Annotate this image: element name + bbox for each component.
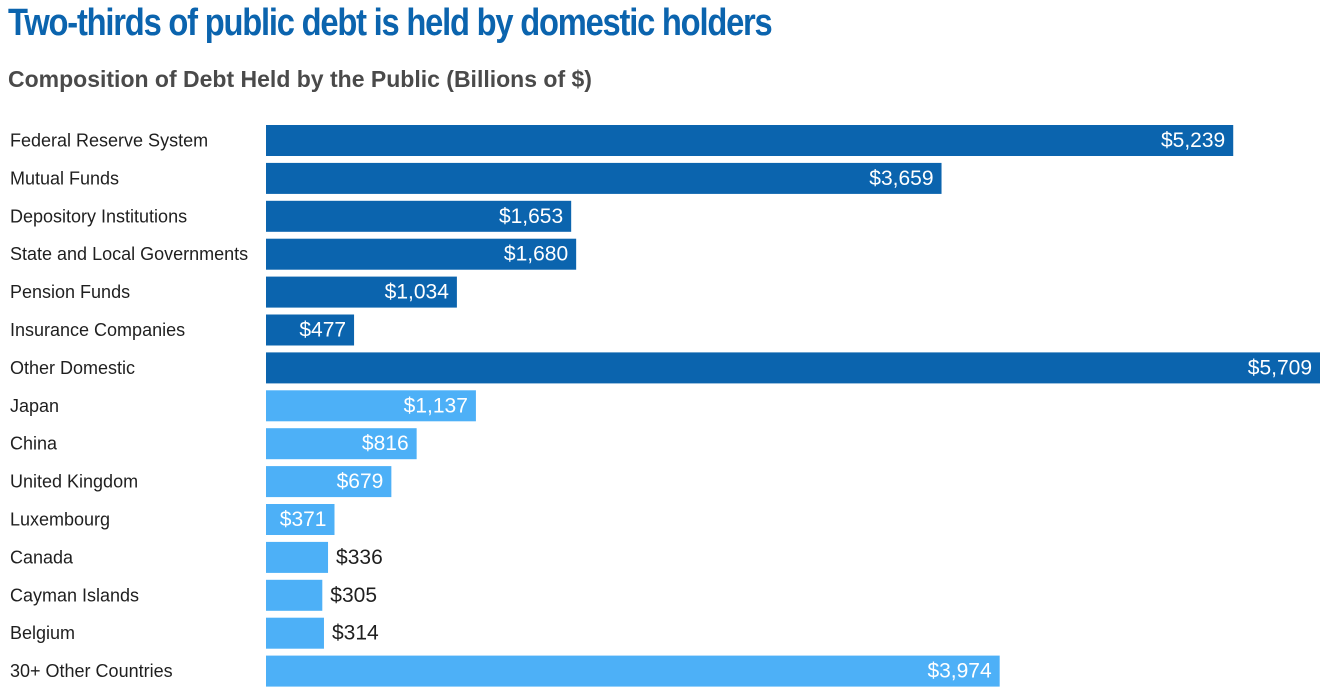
bar-30-other-countries bbox=[266, 655, 1000, 687]
category-label-belgium: Belgium bbox=[10, 623, 75, 643]
bar-united-kingdom bbox=[266, 466, 392, 498]
value-label-other-domestic: $5,709 bbox=[1248, 356, 1312, 379]
category-label-mutual-funds: Mutual Funds bbox=[10, 168, 119, 188]
bar-luxembourg bbox=[266, 504, 335, 535]
category-label-other-domestic: Other Domestic bbox=[10, 358, 135, 378]
bar-other-domestic bbox=[266, 352, 1320, 384]
value-label-luxembourg: $371 bbox=[280, 508, 327, 531]
bar-cayman-islands bbox=[266, 579, 323, 611]
bar-canada bbox=[266, 541, 329, 573]
chart-title: Two-thirds of public debt is held by dom… bbox=[8, 2, 773, 44]
bar-federal-reserve-system bbox=[266, 125, 1234, 156]
category-label-pension-funds: Pension Funds bbox=[10, 282, 130, 302]
bar-pension-funds bbox=[266, 276, 457, 308]
value-label-depository-institutions: $1,653 bbox=[499, 205, 563, 228]
bar-japan bbox=[266, 390, 476, 422]
category-label-30-other-countries: 30+ Other Countries bbox=[10, 661, 173, 681]
value-label-belgium: $314 bbox=[332, 622, 379, 645]
bar-belgium bbox=[266, 617, 324, 649]
category-label-canada: Canada bbox=[10, 547, 74, 567]
bar-mutual-funds bbox=[266, 162, 942, 194]
bar-depository-institutions bbox=[266, 200, 572, 232]
category-label-cayman-islands: Cayman Islands bbox=[10, 585, 139, 605]
category-label-china: China bbox=[10, 434, 58, 454]
value-label-canada: $336 bbox=[336, 546, 383, 569]
value-label-federal-reserve-system: $5,239 bbox=[1161, 129, 1225, 152]
value-label-state-and-local-governments: $1,680 bbox=[504, 243, 568, 266]
category-label-federal-reserve-system: Federal Reserve System bbox=[10, 131, 208, 151]
bar-state-and-local-governments bbox=[266, 238, 577, 270]
value-label-cayman-islands: $305 bbox=[330, 584, 377, 607]
value-label-japan: $1,137 bbox=[404, 394, 468, 417]
bar-china bbox=[266, 428, 417, 460]
value-label-insurance-companies: $477 bbox=[299, 319, 346, 342]
category-label-luxembourg: Luxembourg bbox=[10, 510, 110, 530]
value-label-mutual-funds: $3,659 bbox=[869, 167, 933, 190]
value-label-united-kingdom: $679 bbox=[337, 470, 384, 493]
category-label-state-and-local-governments: State and Local Governments bbox=[10, 244, 248, 264]
category-label-united-kingdom: United Kingdom bbox=[10, 472, 138, 492]
chart-subtitle: Composition of Debt Held by the Public (… bbox=[8, 66, 592, 92]
bar-insurance-companies bbox=[266, 314, 355, 346]
value-label-30-other-countries: $3,974 bbox=[927, 660, 992, 683]
category-label-depository-institutions: Depository Institutions bbox=[10, 206, 187, 226]
value-label-china: $816 bbox=[362, 432, 409, 455]
value-label-pension-funds: $1,034 bbox=[385, 281, 450, 304]
category-label-insurance-companies: Insurance Companies bbox=[10, 320, 185, 340]
category-label-japan: Japan bbox=[10, 396, 59, 416]
